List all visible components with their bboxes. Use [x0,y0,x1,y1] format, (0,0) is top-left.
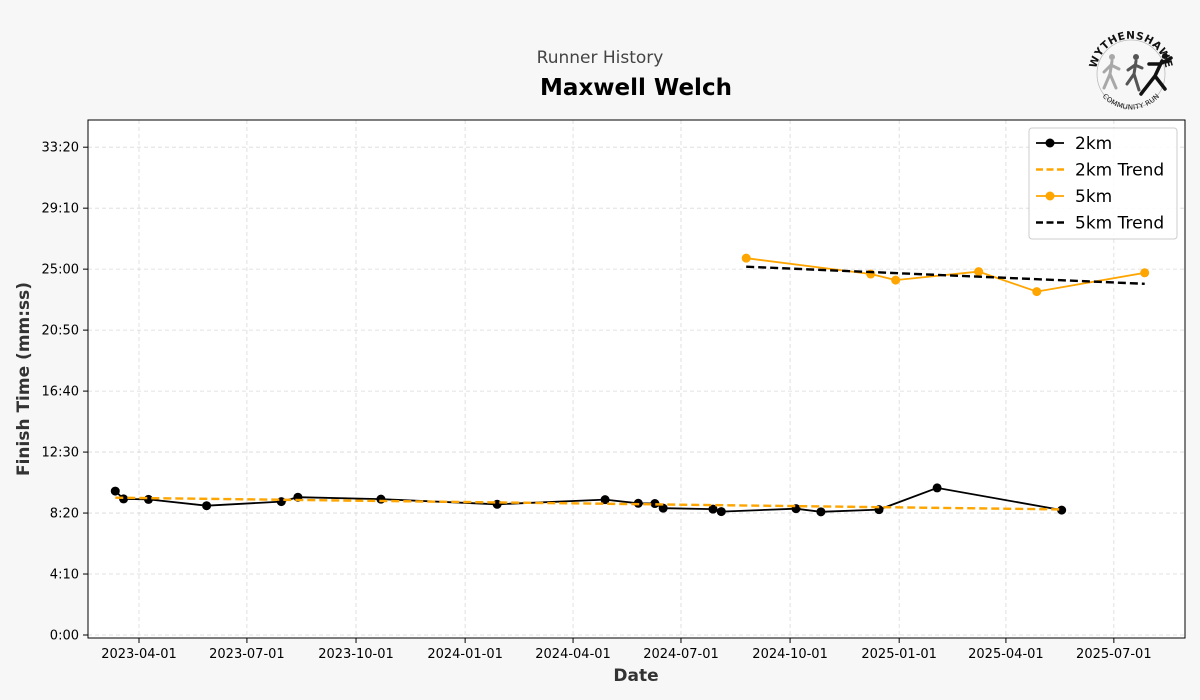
data-point [650,499,660,509]
y-tick-label: 0:00 [50,629,79,644]
legend-item: 5km Trend [1036,214,1164,234]
legend-box [1028,127,1178,240]
x-tick-label: 2025-01-01 [861,647,937,662]
chart-title: Maxwell Welch [540,75,732,101]
logo-bottom-text: COMMUNITY RUN [1101,92,1161,111]
grid [88,120,1185,638]
x-axis: 2023-04-01 2023-07-01 2023-10-01 2024-01-01… [101,638,1152,662]
legend: 2km 2km Trend 5km 5km Trend [1028,127,1178,240]
x-tick-label: 2023-10-01 [318,647,394,662]
y-tick-label: 20:50 [42,324,79,339]
data-point [708,504,718,514]
data-point [1140,268,1150,278]
data-point [600,495,610,505]
y-axis-label: Finish Time (mm:ss) [14,282,34,476]
data-point [202,501,212,511]
data-point [816,507,826,517]
data-point [276,497,286,507]
y-tick-label: 12:30 [42,446,79,461]
y-tick-label: 33:20 [42,141,79,156]
data-point [143,494,153,504]
x-tick-label: 2023-04-01 [101,647,177,662]
y-tick-label: 25:00 [42,263,79,278]
legend-marker [1045,138,1055,148]
x-tick-label: 2024-10-01 [752,647,828,662]
y-axis: 0:00 4:10 8:20 12:30 16:40 20:50 25:00 29:10 33:… [42,141,88,644]
legend-label: 2km Trend [1075,161,1164,181]
data-point [1057,505,1067,515]
legend-item: 2km [1036,134,1112,154]
data-point [376,494,386,504]
y-tick-label: 8:20 [50,507,79,522]
club-logo: WYTHENSHAWE COMMUNITY RUN [1087,30,1174,112]
data-point [716,507,726,517]
series-line [115,496,1062,511]
legend-marker [1045,191,1055,201]
y-tick-label: 4:10 [50,568,79,583]
plot-border [87,119,1186,639]
series-2km-trend [115,496,1062,511]
legend-label: 5km Trend [1075,214,1164,234]
data-point [658,503,668,513]
series-5km-trend [746,265,1145,285]
x-tick-label: 2025-07-01 [1076,647,1152,662]
data-point [492,499,502,509]
y-tick-label: 16:40 [42,385,79,400]
x-tick-label: 2023-07-01 [209,647,285,662]
y-tick-label: 29:10 [42,202,79,217]
runner-icon [1102,53,1173,96]
x-tick-label: 2024-07-01 [643,647,719,662]
legend-label: 2km [1075,134,1112,154]
chart-subtitle: Runner History [537,48,664,68]
x-tick-label: 2024-01-01 [427,647,503,662]
data-point [741,253,751,263]
data-point [1032,287,1042,297]
plot-area [88,120,1185,638]
series-line [746,265,1145,285]
x-tick-label: 2025-04-01 [968,647,1044,662]
data-point [110,486,120,496]
x-axis-label: Date [613,666,658,686]
series-layer [110,253,1150,517]
data-point [932,483,942,493]
legend-label: 5km [1075,187,1112,207]
data-point [974,267,984,277]
x-tick-label: 2024-04-01 [535,647,611,662]
data-point [891,275,901,285]
legend-item: 2km Trend [1036,161,1164,181]
legend-item: 5km [1036,187,1112,207]
